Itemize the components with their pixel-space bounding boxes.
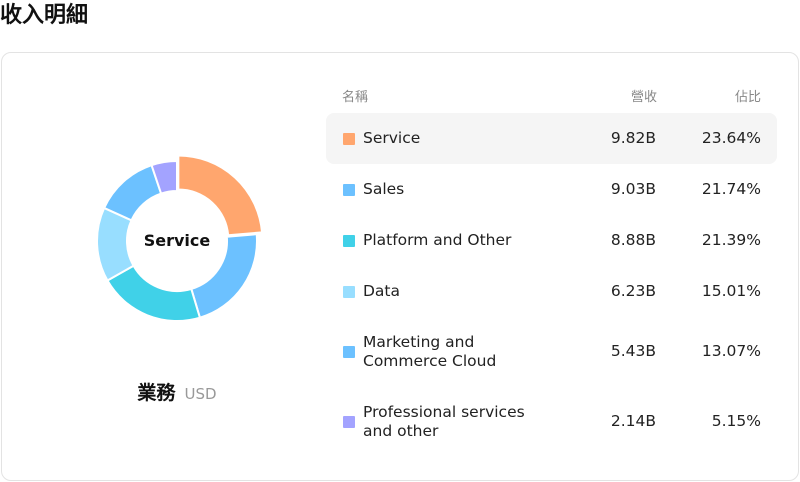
segment-share: 21.74%: [701, 179, 761, 198]
segment-revenue: 9.82B: [610, 128, 656, 147]
table-row[interactable]: Data 6.23B 15.01%: [326, 266, 777, 317]
donut-chart[interactable]: [97, 156, 267, 326]
segment-share: 21.39%: [701, 230, 761, 249]
donut-segment[interactable]: [106, 264, 202, 322]
legend-swatch: [343, 183, 355, 196]
segment-name: Service: [363, 128, 421, 147]
segment-name: Sales: [363, 179, 405, 198]
column-header-name: 名稱: [342, 90, 369, 105]
chart-caption-unit: USD: [184, 385, 217, 403]
revenue-breakdown-card: Service 業務 USD 名稱 營收 佔比 Service 9.82B 23.6…: [1, 52, 799, 481]
table-header: 名稱 營收 佔比: [342, 86, 777, 106]
chart-caption-title: 業務: [137, 382, 176, 404]
segment-name: Professional services and other: [363, 403, 525, 440]
chart-caption: 業務 USD: [97, 378, 257, 405]
donut-segment[interactable]: [177, 156, 264, 237]
table-row[interactable]: Professional services and other 2.14B 5.15…: [326, 387, 777, 457]
segment-revenue: 6.23B: [610, 281, 656, 300]
column-header-revenue: 營收: [630, 90, 657, 105]
legend-swatch: [343, 132, 355, 145]
segment-revenue: 9.03B: [610, 179, 656, 198]
legend-swatch: [343, 234, 355, 247]
segment-name: Data: [363, 281, 401, 300]
segment-name: Platform and Other: [363, 230, 512, 249]
segment-revenue: 8.88B: [610, 230, 656, 249]
column-header-share: 佔比: [734, 90, 761, 105]
segment-revenue: 5.43B: [610, 342, 656, 360]
donut-center-label: Service: [143, 231, 211, 250]
table-row[interactable]: Sales 9.03B 21.74%: [326, 164, 777, 215]
legend-swatch: [343, 416, 355, 428]
segment-share: 13.07%: [701, 342, 761, 360]
segment-share: 5.15%: [711, 412, 761, 430]
donut-segment[interactable]: [150, 159, 178, 195]
table-row[interactable]: Service 9.82B 23.64%: [326, 113, 777, 164]
table-row[interactable]: Platform and Other 8.88B 21.39%: [326, 215, 777, 266]
segment-revenue: 2.14B: [610, 412, 656, 430]
segment-share: 23.64%: [701, 128, 761, 147]
page-title: 收入明細: [0, 3, 89, 28]
legend-swatch: [343, 285, 355, 298]
legend-swatch: [343, 346, 355, 358]
table-row[interactable]: Marketing and Commerce Cloud 5.43B 13.07%: [326, 317, 777, 387]
donut-segment[interactable]: [102, 163, 163, 222]
segment-share: 15.01%: [701, 281, 761, 300]
segment-name: Marketing and Commerce Cloud: [363, 333, 497, 370]
